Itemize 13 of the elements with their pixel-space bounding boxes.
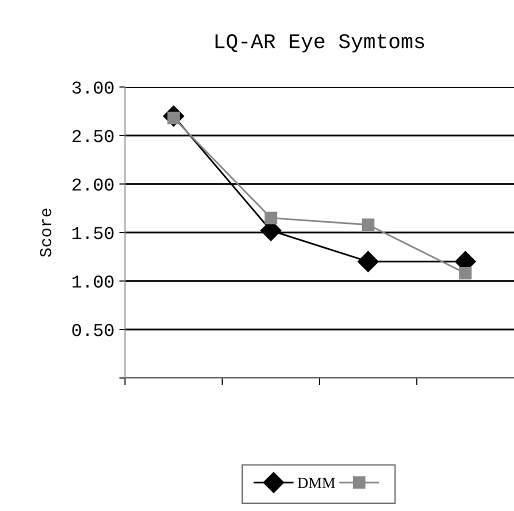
chart-title: LQ-AR Eye Symtoms — [216, 34, 424, 52]
point — [459, 266, 472, 280]
y-tick-label: 1.00 — [72, 275, 114, 288]
y-tick-label: 3.00 — [72, 81, 114, 94]
point — [362, 218, 374, 231]
point — [264, 212, 278, 224]
y-tick-label: 2.50 — [72, 130, 114, 142]
y-tick-label: 0.50 — [72, 324, 114, 336]
point — [358, 251, 379, 272]
y-tick-label: 1.50 — [72, 226, 114, 240]
legend-label: DMM — [298, 478, 336, 488]
y-tick-label: 2.00 — [72, 178, 114, 191]
y-axis-title: Score — [40, 208, 52, 257]
